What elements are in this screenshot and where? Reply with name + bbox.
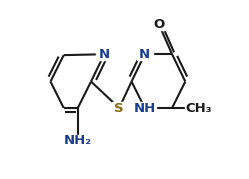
Text: N: N	[99, 48, 110, 61]
Bar	[137, 49, 153, 60]
Text: O: O	[153, 18, 165, 31]
Text: CH₃: CH₃	[185, 101, 212, 115]
Bar	[185, 102, 212, 114]
Text: S: S	[114, 101, 124, 115]
Bar	[64, 135, 91, 146]
Bar	[133, 102, 156, 114]
Bar	[152, 19, 166, 30]
Text: NH₂: NH₂	[64, 134, 92, 147]
Text: NH: NH	[134, 101, 156, 115]
Bar	[96, 49, 112, 60]
Bar	[112, 102, 126, 114]
Text: N: N	[139, 48, 150, 61]
